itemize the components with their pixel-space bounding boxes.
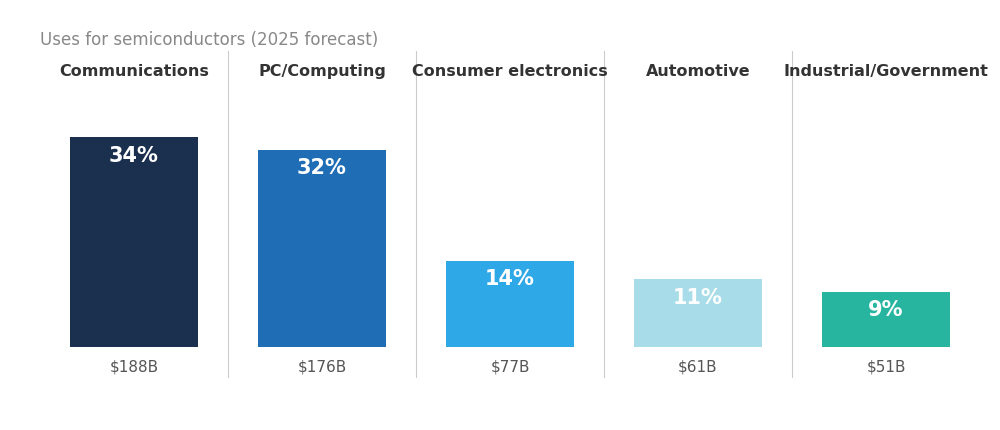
- Text: Consumer electronics: Consumer electronics: [412, 64, 608, 79]
- Text: $176B: $176B: [297, 359, 347, 374]
- Text: 14%: 14%: [485, 269, 535, 289]
- Text: $51B: $51B: [866, 359, 906, 374]
- Text: $61B: $61B: [678, 359, 718, 374]
- Text: $188B: $188B: [109, 359, 159, 374]
- Bar: [822, 292, 950, 347]
- Text: PC/Computing: PC/Computing: [258, 64, 386, 79]
- Text: Communications: Communications: [59, 64, 209, 79]
- Bar: [70, 138, 198, 347]
- Text: Automotive: Automotive: [646, 64, 750, 79]
- Bar: [258, 150, 386, 347]
- Text: 34%: 34%: [109, 145, 159, 165]
- Text: 9%: 9%: [868, 299, 904, 319]
- Text: Industrial/Government: Industrial/Government: [784, 64, 988, 79]
- Text: Uses for semiconductors (2025 forecast): Uses for semiconductors (2025 forecast): [40, 31, 378, 49]
- Text: 32%: 32%: [297, 158, 347, 178]
- Text: $77B: $77B: [490, 359, 530, 374]
- Bar: [446, 261, 574, 347]
- Text: 11%: 11%: [673, 287, 723, 307]
- Bar: [634, 280, 762, 347]
